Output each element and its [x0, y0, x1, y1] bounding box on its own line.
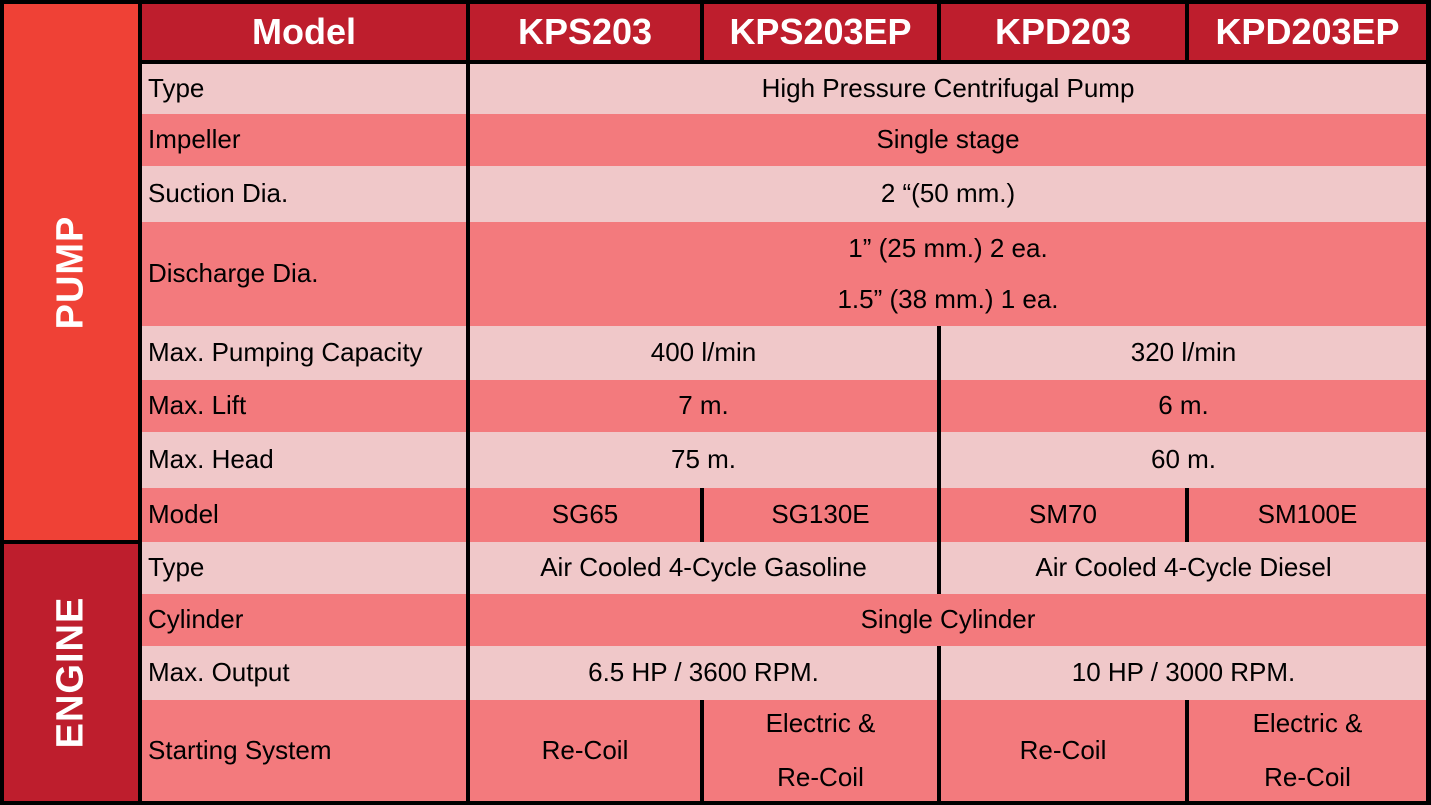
pump-section-label: PUMP: [4, 4, 138, 540]
pump-type-label: Type: [142, 64, 466, 114]
starting-kpd203ep-line-2: Re-Coil: [1264, 761, 1351, 792]
impeller-value: Single stage: [470, 114, 1426, 166]
engine-model-sg130e: SG130E: [704, 488, 937, 542]
capacity-kps-value: 400 l/min: [470, 326, 937, 380]
head-label: Max. Head: [142, 432, 466, 488]
starting-kpd203ep-line-1: Electric &: [1252, 708, 1363, 739]
starting-system-label: Starting System: [142, 700, 466, 801]
lift-kpd-value: 6 m.: [941, 380, 1426, 432]
cylinder-value: Single Cylinder: [470, 594, 1426, 646]
starting-kpd203ep-value: Electric & Re-Coil: [1189, 700, 1426, 801]
model-header: Model: [142, 4, 466, 60]
head-kpd-value: 60 m.: [941, 432, 1426, 488]
discharge-dia-line-2: 1.5” (38 mm.) 1 ea.: [837, 284, 1059, 314]
output-kpd-value: 10 HP / 3000 RPM.: [941, 646, 1426, 700]
model-header-kpd203ep: KPD203EP: [1189, 4, 1426, 60]
cylinder-label: Cylinder: [142, 594, 466, 646]
engine-type-kpd-value: Air Cooled 4-Cycle Diesel: [941, 542, 1426, 594]
model-header-kpd203: KPD203: [941, 4, 1185, 60]
engine-model-label: Model: [142, 488, 466, 542]
impeller-label: Impeller: [142, 114, 466, 166]
discharge-dia-line-1: 1” (25 mm.) 2 ea.: [848, 233, 1048, 264]
output-label: Max. Output: [142, 646, 466, 700]
starting-kps203-value: Re-Coil: [470, 700, 700, 801]
capacity-label: Max. Pumping Capacity: [142, 326, 466, 380]
head-kps-value: 75 m.: [470, 432, 937, 488]
pump-type-value: High Pressure Centrifugal Pump: [470, 64, 1426, 114]
engine-type-kps-value: Air Cooled 4-Cycle Gasoline: [470, 542, 937, 594]
starting-kps203ep-value: Electric & Re-Coil: [704, 700, 937, 801]
engine-model-sm70: SM70: [941, 488, 1185, 542]
engine-section-label: ENGINE: [4, 544, 138, 801]
starting-kpd203-value: Re-Coil: [941, 700, 1185, 801]
discharge-dia-value: 1” (25 mm.) 2 ea. 1.5” (38 mm.) 1 ea.: [470, 222, 1426, 326]
starting-kps203ep-line-2: Re-Coil: [777, 761, 864, 792]
engine-model-sg65: SG65: [470, 488, 700, 542]
lift-kps-value: 7 m.: [470, 380, 937, 432]
discharge-dia-label: Discharge Dia.: [142, 222, 466, 326]
engine-type-label: Type: [142, 542, 466, 594]
suction-dia-value: 2 “(50 mm.): [470, 166, 1426, 222]
output-kps-value: 6.5 HP / 3600 RPM.: [470, 646, 937, 700]
starting-kps203ep-line-1: Electric &: [765, 708, 876, 739]
engine-model-sm100e: SM100E: [1189, 488, 1426, 542]
model-header-kps203: KPS203: [470, 4, 700, 60]
suction-dia-label: Suction Dia.: [142, 166, 466, 222]
capacity-kpd-value: 320 l/min: [941, 326, 1426, 380]
lift-label: Max. Lift: [142, 380, 466, 432]
model-header-kps203ep: KPS203EP: [704, 4, 937, 60]
